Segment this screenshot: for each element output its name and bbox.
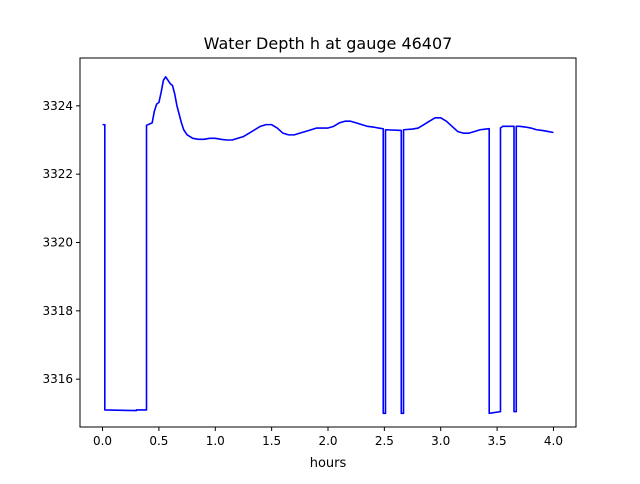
x-tick-label: 2.5 <box>375 434 394 448</box>
y-tick-label: 3320 <box>42 236 73 250</box>
x-tick-label: 3.0 <box>431 434 450 448</box>
plot-area <box>79 57 577 428</box>
chart-title: Water Depth h at gauge 46407 <box>204 34 453 53</box>
x-axis-label: hours <box>310 456 347 471</box>
series-line-0 <box>102 75 554 415</box>
y-axis-ticks: 3316 3318 3320 3322 3324 <box>42 99 80 386</box>
x-tick-label: 1.0 <box>206 434 225 448</box>
y-tick-label: 3316 <box>42 372 73 386</box>
y-tick-label: 3322 <box>42 167 73 181</box>
x-tick-label: 0.5 <box>149 434 168 448</box>
y-tick-label: 3318 <box>42 304 73 318</box>
x-tick-label: 0.0 <box>93 434 112 448</box>
x-axis-ticks: 0.0 0.5 1.0 1.5 2.0 2.5 3.0 3.5 4.0 <box>93 427 563 448</box>
x-tick-label: 2.0 <box>318 434 337 448</box>
x-tick-label: 3.5 <box>488 434 507 448</box>
y-tick-label: 3324 <box>42 99 73 113</box>
x-tick-label: 4.0 <box>544 434 563 448</box>
x-tick-label: 1.5 <box>262 434 281 448</box>
